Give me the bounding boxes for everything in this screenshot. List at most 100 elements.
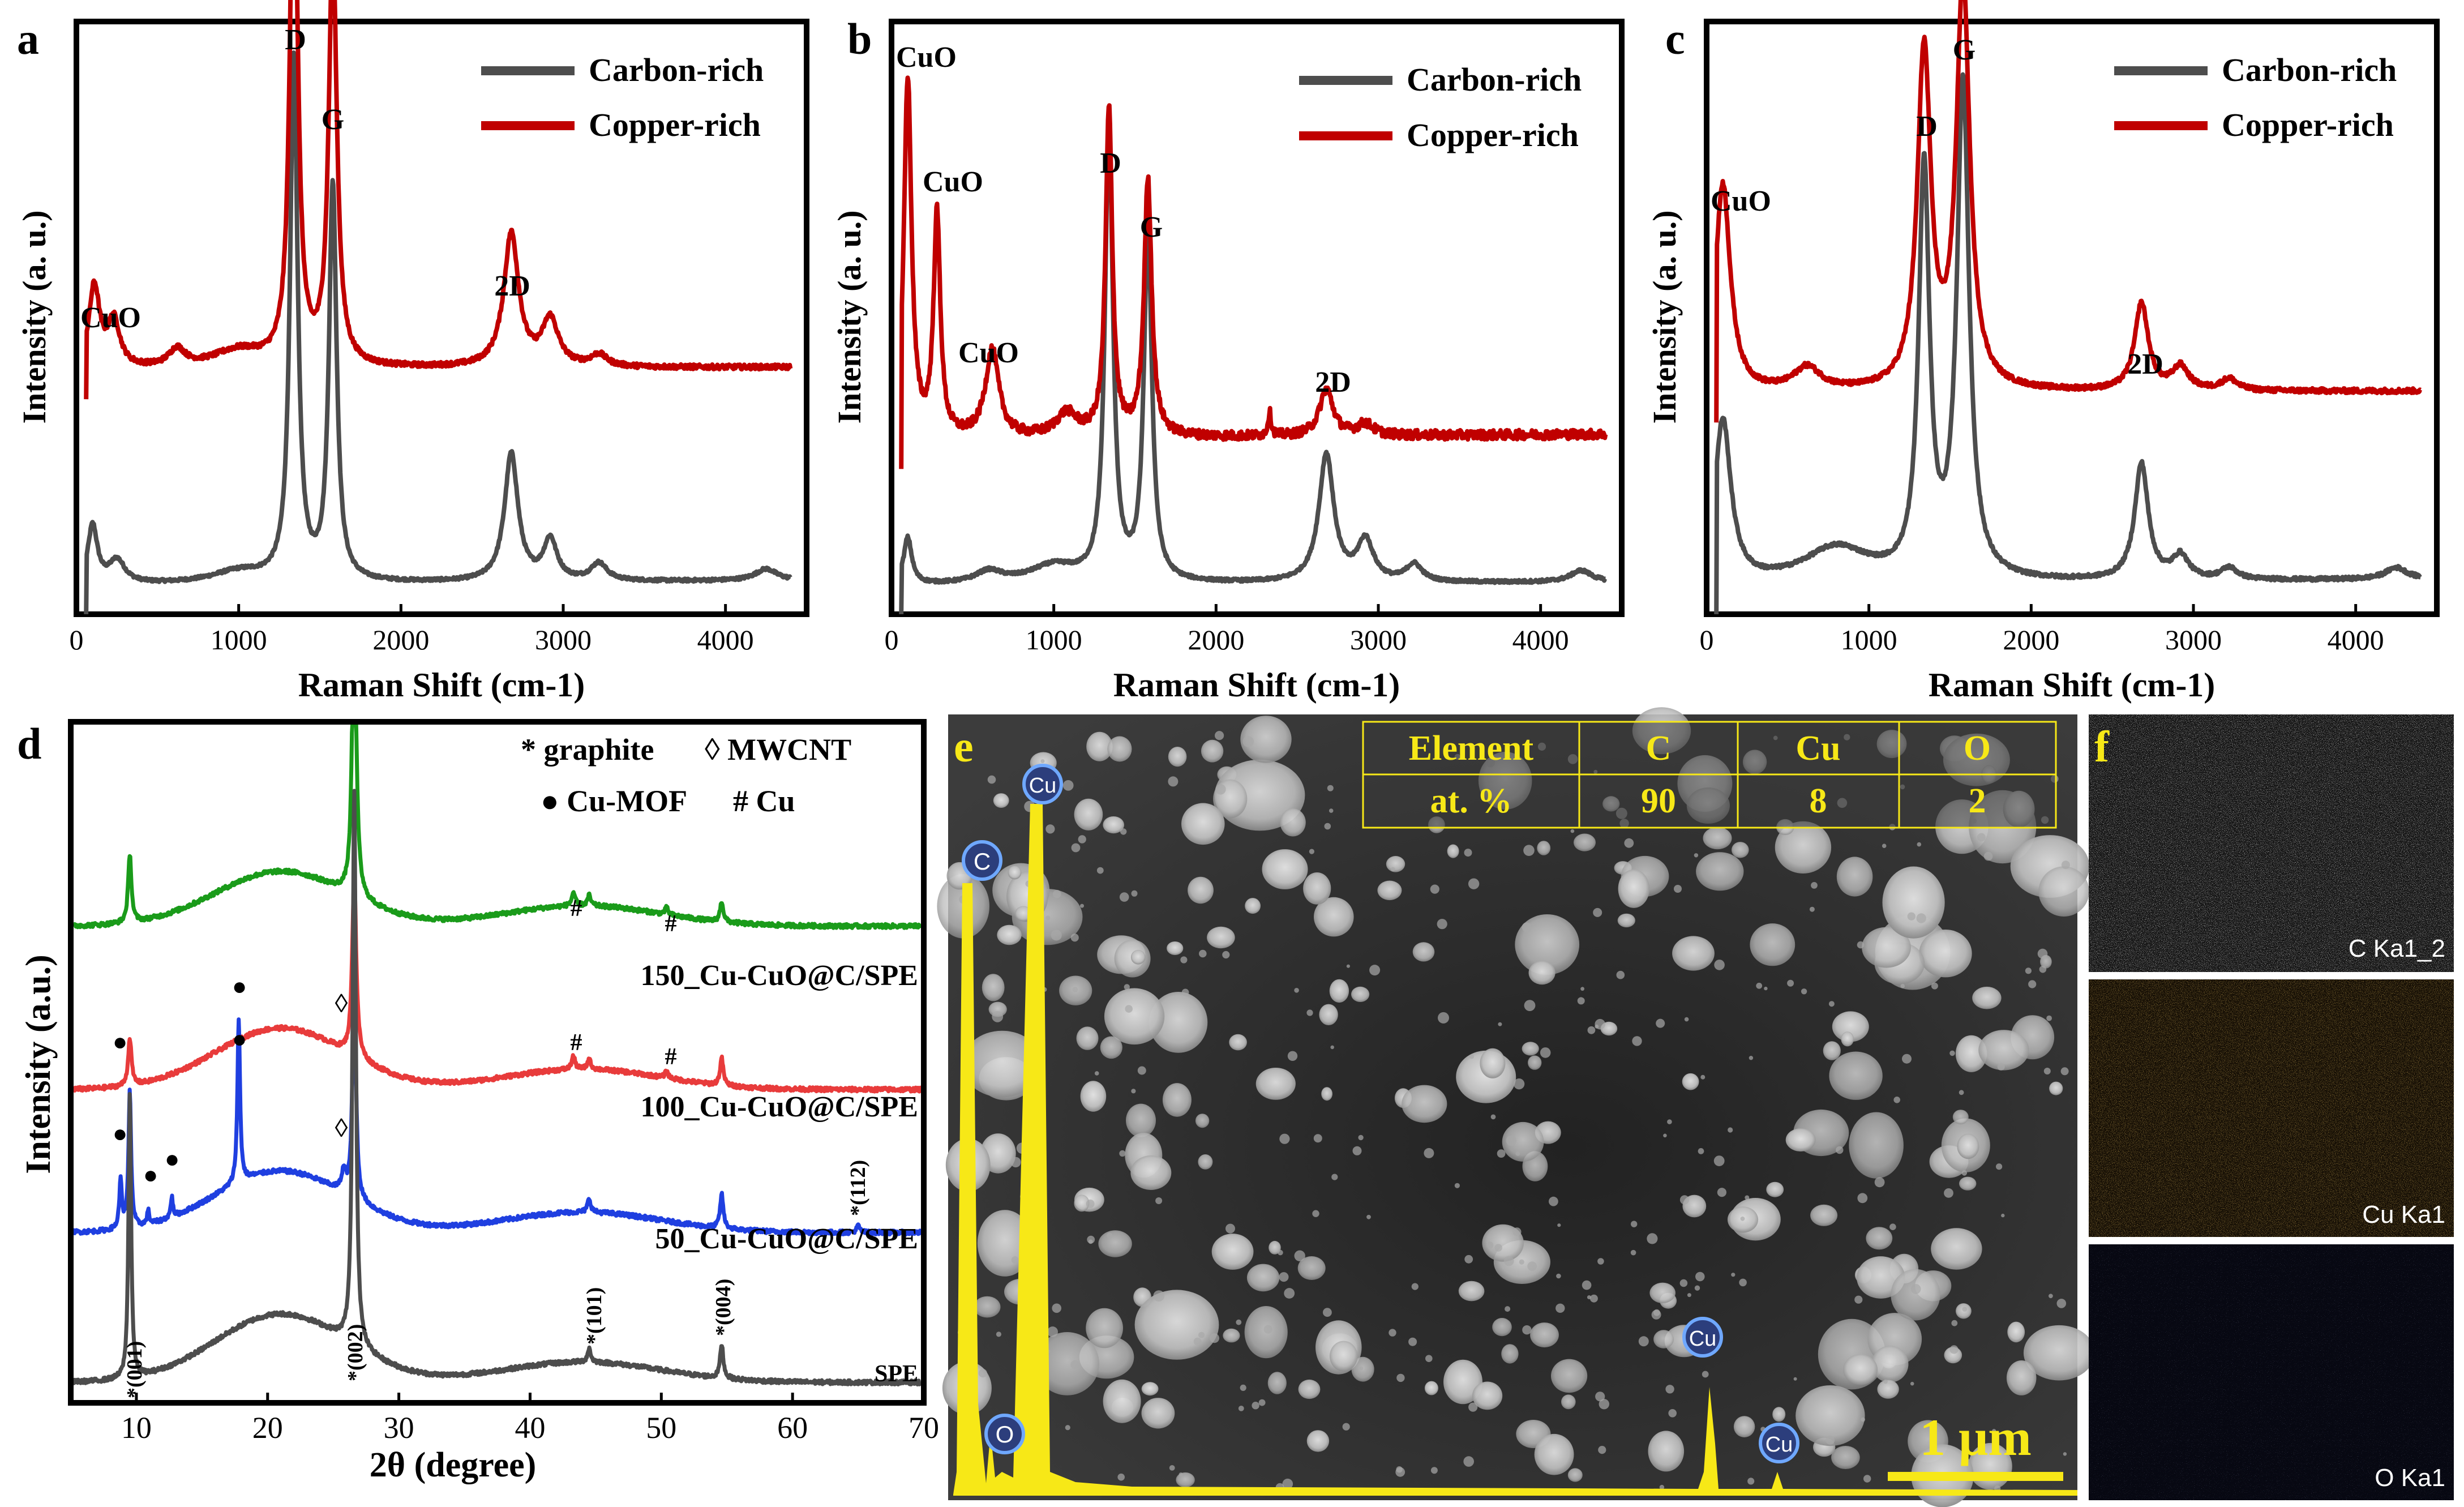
sem-particle [1766, 1181, 1784, 1197]
sem-particle [1211, 1234, 1254, 1270]
sem-particle [1162, 1083, 1192, 1117]
sem-particle-small [1312, 1210, 1319, 1217]
sem-particle-small [1469, 1054, 1475, 1059]
map-label-c: C Ka1_2 [2349, 935, 2445, 962]
annotation-d-c: D [1916, 110, 1938, 143]
sem-particle [1829, 1051, 1883, 1100]
y-axis-label-b: Intensity (a. u.) [831, 210, 868, 423]
sem-particle-small [1330, 1045, 1334, 1050]
marker-cu-1-d: # [571, 896, 582, 922]
table-header-o: O [1964, 729, 1991, 768]
peak-label-112-d: *(112) [846, 1160, 870, 1216]
sem-particle-small [1570, 829, 1575, 833]
sem-particle [1458, 1281, 1485, 1302]
sem-particle-small [1323, 1308, 1332, 1317]
sem-particle-small [1279, 1133, 1290, 1144]
sem-particle [1534, 1433, 1574, 1475]
x-tick-label-d-60: 60 [777, 1411, 808, 1445]
peak-label-004-d: *(004) [712, 1279, 735, 1336]
sem-particle-small [1438, 1012, 1449, 1024]
x-tick-label-b-1000: 1000 [1026, 624, 1082, 656]
x-tick-label-a-4000: 4000 [697, 624, 754, 656]
sem-particle-small [1825, 1435, 1835, 1445]
panel-a: a 0 1000 2000 3000 4000 Raman Shift (cm-1) I… [16, 0, 809, 704]
marker-mwcnt-1-d: ◊ [335, 989, 348, 1018]
sem-particle-small [1902, 1054, 1912, 1064]
y-axis-label-c: Intensity (a. u.) [1646, 210, 1683, 423]
sem-particle-small [1225, 1223, 1235, 1234]
sem-particle-small [2025, 967, 2032, 974]
sem-particle [1732, 842, 1749, 858]
sem-particle [1188, 876, 1214, 904]
sem-particle [1176, 1472, 1195, 1488]
sem-particle-small [1396, 1373, 1405, 1382]
sem-particle [1198, 1154, 1213, 1170]
sem-particle-small [2046, 1015, 2052, 1021]
x-tick-label-a-0: 0 [70, 624, 84, 656]
marker-mof-5-d: ● [143, 1161, 158, 1189]
sem-particle [1262, 849, 1308, 889]
sem-particle-small [1464, 849, 1472, 857]
sem-particle-small [1306, 1009, 1313, 1016]
map-o-dots [2089, 1244, 2454, 1500]
sem-particle-small [1390, 867, 1395, 872]
panel-d: d 10 20 30 40 50 60 70 2θ (degree) Intensity (… [17, 719, 939, 1484]
x-axis-label-d: 2θ (degree) [370, 1446, 537, 1484]
sem-particle-small [2061, 860, 2070, 870]
legend-label-carbon-c: Carbon-rich [2222, 52, 2397, 88]
sem-particle [1229, 1034, 1247, 1051]
sem-particle [1074, 1195, 1090, 1212]
marker-cu-3-d: # [571, 1030, 582, 1056]
sem-particle [1098, 1230, 1132, 1257]
sem-particle-small [1787, 979, 1794, 987]
sem-particle-small [1425, 1355, 1433, 1362]
sem-particle-small [1284, 1288, 1295, 1299]
table-value-o: 2 [1969, 782, 1986, 820]
sem-particle-small [1961, 1170, 1968, 1176]
x-tick-label-c-4000: 4000 [2328, 624, 2384, 656]
sem-particle [1649, 1282, 1675, 1303]
sem-particle-small [1468, 1402, 1478, 1412]
table-value-c: 90 [1641, 782, 1676, 820]
sem-particle-small [1120, 828, 1127, 835]
sem-particle-small [1907, 912, 1916, 921]
sem-particle [1515, 914, 1580, 975]
sem-particle [1149, 992, 1208, 1053]
sem-particle-small [1599, 1399, 1609, 1410]
sem-particle-small [1739, 1278, 1747, 1287]
sem-particle [1402, 1085, 1447, 1123]
marker-cu-4-d: # [665, 1044, 677, 1070]
annotation-cuo-2-b: CuO [923, 166, 983, 198]
sem-particle-small [1713, 1155, 1725, 1166]
sem-particle [1785, 1128, 1816, 1151]
sem-particle-small [1679, 1195, 1690, 1205]
sem-particle-small [1210, 1333, 1219, 1343]
sem-particle-small [2049, 1294, 2053, 1299]
sem-particle-small [1698, 1148, 1704, 1154]
x-axis-a: 0 1000 2000 3000 4000 [70, 604, 754, 656]
sem-particle-small [1740, 1216, 1745, 1221]
sem-particle-small [1549, 1196, 1558, 1206]
x-tick-label-b-4000: 4000 [1512, 624, 1569, 656]
legend-graphite-d: * graphite [521, 733, 654, 767]
x-tick-label-b-2000: 2000 [1188, 624, 1244, 656]
sem-particle-small [1598, 1446, 1606, 1454]
series-line-d-1 [72, 872, 923, 1094]
sem-particle-small [1242, 736, 1254, 747]
sem-particle [1931, 1228, 1982, 1270]
sem-particle-small [1861, 1417, 1866, 1422]
sem-particle [1972, 986, 2002, 1009]
peak-label-101-d: *(101) [582, 1287, 606, 1345]
sem-particle-small [1663, 1133, 1667, 1138]
series-line-c-copper [1714, 0, 2423, 423]
panel-e: e C Cu O Cu Cu Element C Cu O at. % 90 8… [937, 707, 2095, 1507]
sem-particle-small [1468, 878, 1480, 889]
sem-particle-small [1497, 1149, 1506, 1158]
sem-particle-small [1624, 838, 1634, 848]
sem-particle-small [2001, 1213, 2005, 1218]
sem-particle-small [1107, 1232, 1113, 1239]
series-group-d [71, 720, 923, 1386]
sem-particle-small [1168, 776, 1179, 787]
sem-particle-small [2056, 1299, 2067, 1308]
sem-particle [1086, 1308, 1123, 1348]
